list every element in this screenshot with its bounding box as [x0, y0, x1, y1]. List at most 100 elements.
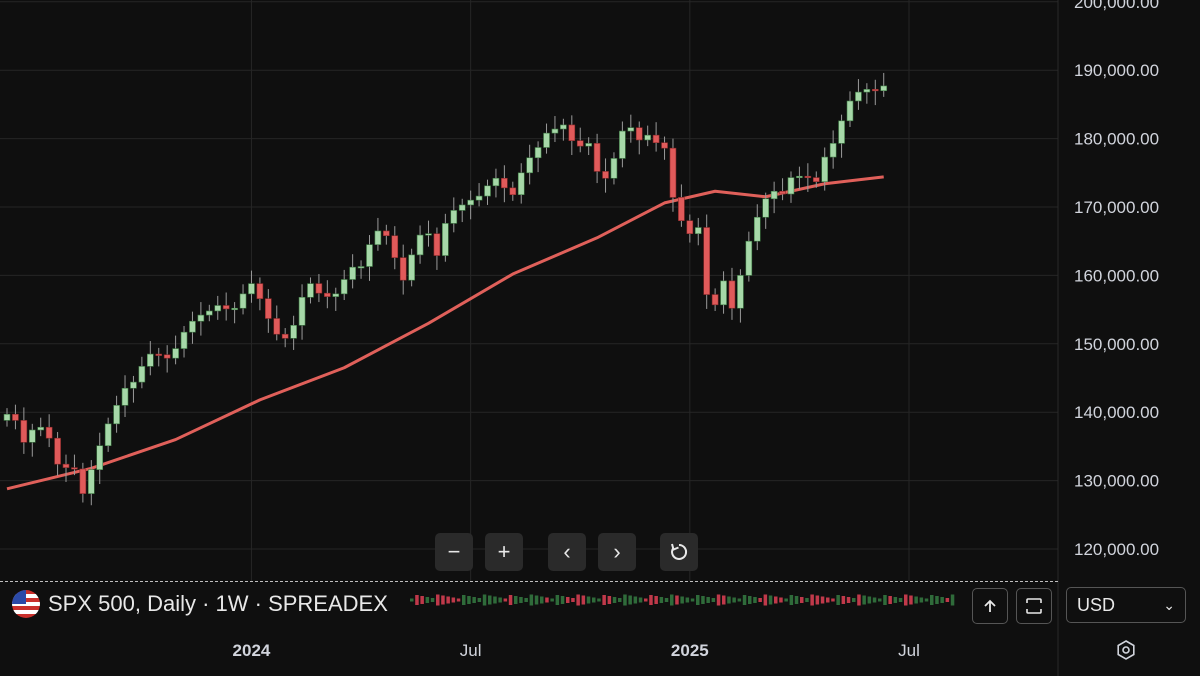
candle-body [796, 175, 803, 179]
candle-body [307, 283, 314, 298]
volume-bar [820, 596, 825, 604]
scroll-left-button[interactable]: ‹ [548, 533, 586, 571]
volume-bar [805, 598, 809, 602]
volume-bar [644, 598, 648, 602]
volume-bar [685, 597, 690, 603]
candle [492, 168, 500, 198]
candle [610, 152, 618, 185]
candle [576, 127, 584, 153]
candle [222, 292, 230, 321]
candle [737, 269, 744, 323]
candle-body [678, 197, 685, 221]
volume-bar [529, 594, 534, 606]
candle [627, 114, 635, 143]
candle [880, 72, 888, 97]
volume-bar [722, 595, 726, 605]
candle-body [619, 130, 626, 159]
candle-body [501, 177, 508, 189]
candle [450, 197, 458, 233]
volume-bar [815, 595, 820, 605]
volume-bar [924, 598, 929, 602]
candle [399, 244, 407, 295]
fullscreen-button[interactable] [1016, 588, 1052, 624]
candles [3, 72, 888, 506]
candle [113, 395, 120, 433]
volume-bar [659, 597, 664, 603]
fullscreen-icon [1026, 598, 1042, 614]
volume-bar [498, 597, 502, 603]
price-axis[interactable]: 120,000.00 130,000.00 140,000.00 150,000.00… [1074, 0, 1159, 559]
volume-bar [436, 594, 440, 606]
scroll-right-button[interactable]: › [598, 533, 636, 571]
candle [686, 214, 694, 243]
volume-bar [680, 596, 684, 604]
price-tick-label: 190,000.00 [1074, 61, 1159, 80]
volume-bar [706, 597, 710, 603]
candle [475, 183, 483, 207]
candle [829, 130, 837, 169]
candle [652, 122, 660, 152]
candle [290, 315, 297, 350]
candle [408, 248, 415, 287]
candle [433, 227, 441, 270]
candle-body [863, 89, 871, 93]
candle-body [610, 158, 618, 179]
candle-body [745, 240, 753, 276]
candle-body [45, 426, 53, 439]
price-tick-label: 120,000.00 [1074, 540, 1159, 559]
candle-body [551, 128, 559, 134]
candle [593, 133, 601, 184]
candle-body [661, 142, 668, 149]
volume-bar [737, 598, 742, 602]
candle-body [871, 89, 879, 92]
candle [298, 284, 306, 340]
candle [172, 335, 179, 365]
candle [762, 192, 770, 229]
volume-bar [810, 594, 814, 606]
candle [838, 114, 845, 158]
zoom-out-button[interactable]: − [435, 533, 473, 571]
volume-bar [893, 597, 898, 603]
candle-body [720, 280, 727, 306]
volume-bar [508, 595, 513, 605]
volume-bar [690, 598, 695, 602]
reset-chart-button[interactable] [660, 533, 698, 571]
volume-bar [878, 598, 882, 602]
candle-body [147, 353, 154, 367]
candle [458, 198, 466, 223]
candle-body [298, 296, 306, 326]
zoom-in-button[interactable]: + [485, 533, 523, 571]
volume-bar [451, 597, 456, 603]
candle [104, 417, 112, 452]
time-axis[interactable]: 2024 Jul 2025 Jul [233, 641, 920, 660]
candle [526, 144, 533, 185]
candle-body [728, 280, 736, 309]
volume-bar [950, 594, 955, 606]
volume-bar [524, 598, 528, 602]
volume-bar [862, 595, 866, 605]
volume-bar [800, 597, 804, 603]
candle-body [560, 124, 567, 130]
candle-body [644, 134, 651, 141]
scroll-to-latest-button[interactable] [972, 588, 1008, 624]
pane-separator [0, 581, 1058, 582]
candle-body [779, 190, 786, 195]
volume-bar [420, 596, 424, 604]
volume-bar [534, 595, 539, 605]
candle [703, 214, 710, 309]
us-flag-icon [12, 590, 40, 618]
candle [383, 224, 390, 245]
candle-body [694, 227, 702, 234]
volume-bar [607, 596, 612, 604]
candle-body [163, 354, 171, 359]
currency-select[interactable]: USD ⌄ [1066, 587, 1186, 623]
volume-bar [446, 596, 450, 604]
settings-button[interactable] [1112, 636, 1140, 664]
volume-bar [831, 598, 835, 602]
candle-body [62, 463, 70, 468]
symbol-legend[interactable]: SPX 500, Daily · 1W · SPREADEX [12, 590, 388, 618]
candle-body [787, 177, 795, 195]
candle-body [433, 233, 441, 256]
gear-icon [1117, 640, 1135, 660]
